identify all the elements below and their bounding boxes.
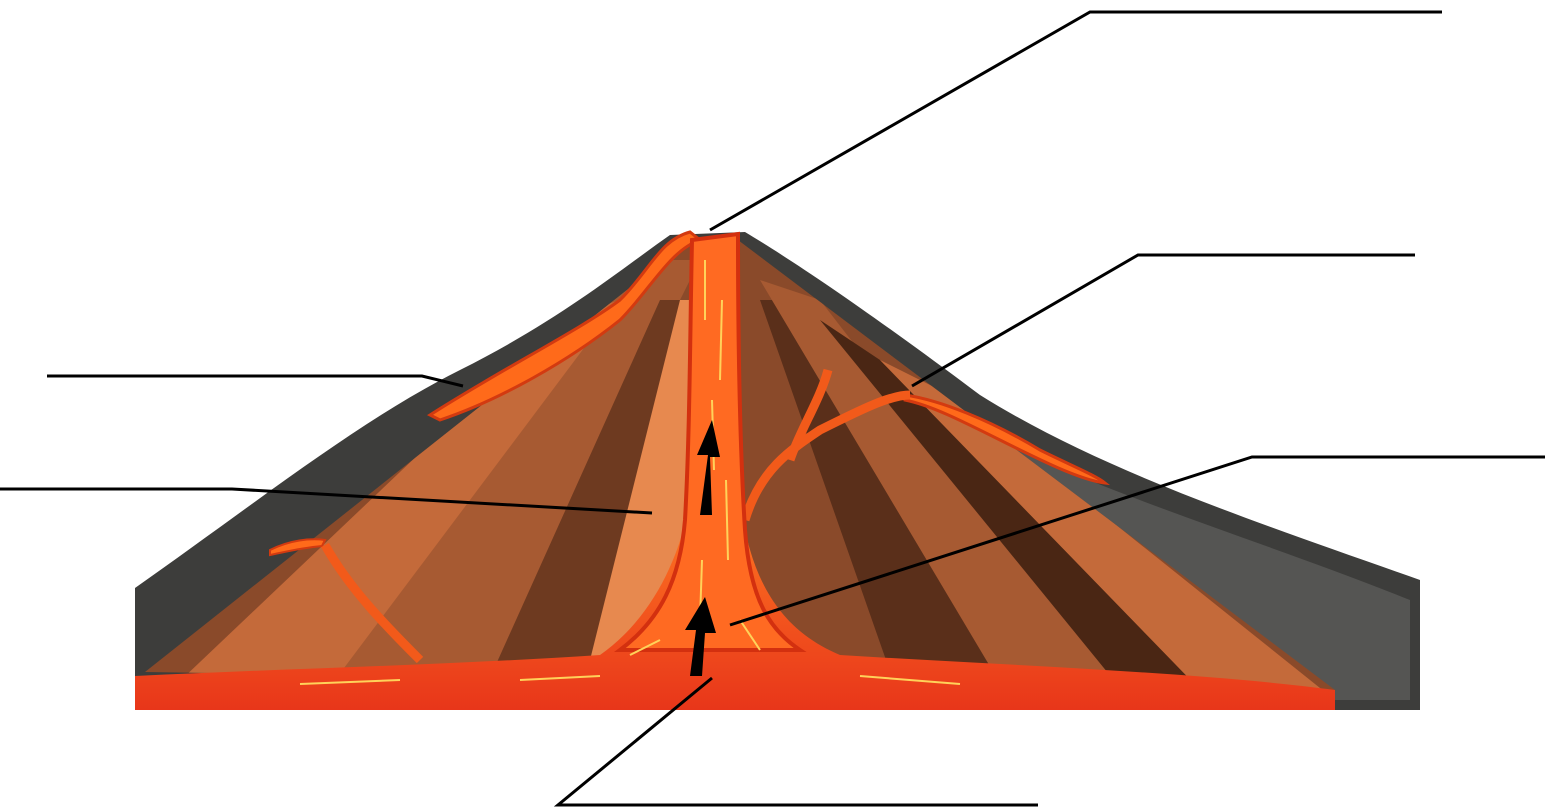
label-line xyxy=(0,487,653,515)
label-line xyxy=(553,676,1038,807)
side-vent xyxy=(321,368,911,664)
label-line xyxy=(911,253,1415,388)
surface-lava xyxy=(903,393,1111,486)
label-line xyxy=(47,374,464,388)
flow-arrow xyxy=(685,420,720,676)
surface-lava xyxy=(269,538,327,557)
label-line xyxy=(729,455,1545,627)
label-line xyxy=(709,10,1442,232)
